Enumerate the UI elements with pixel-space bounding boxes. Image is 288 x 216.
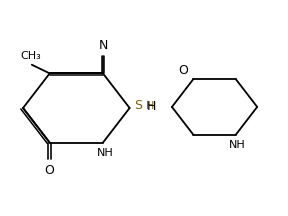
Text: S: S [134,99,142,112]
Text: H: H [147,100,156,113]
Text: O: O [178,64,188,77]
Text: NH: NH [229,140,246,150]
Text: H: H [146,101,155,111]
Text: CH₃: CH₃ [20,51,41,61]
Text: N: N [98,39,108,52]
Text: NH: NH [97,148,114,158]
Text: O: O [45,164,55,176]
